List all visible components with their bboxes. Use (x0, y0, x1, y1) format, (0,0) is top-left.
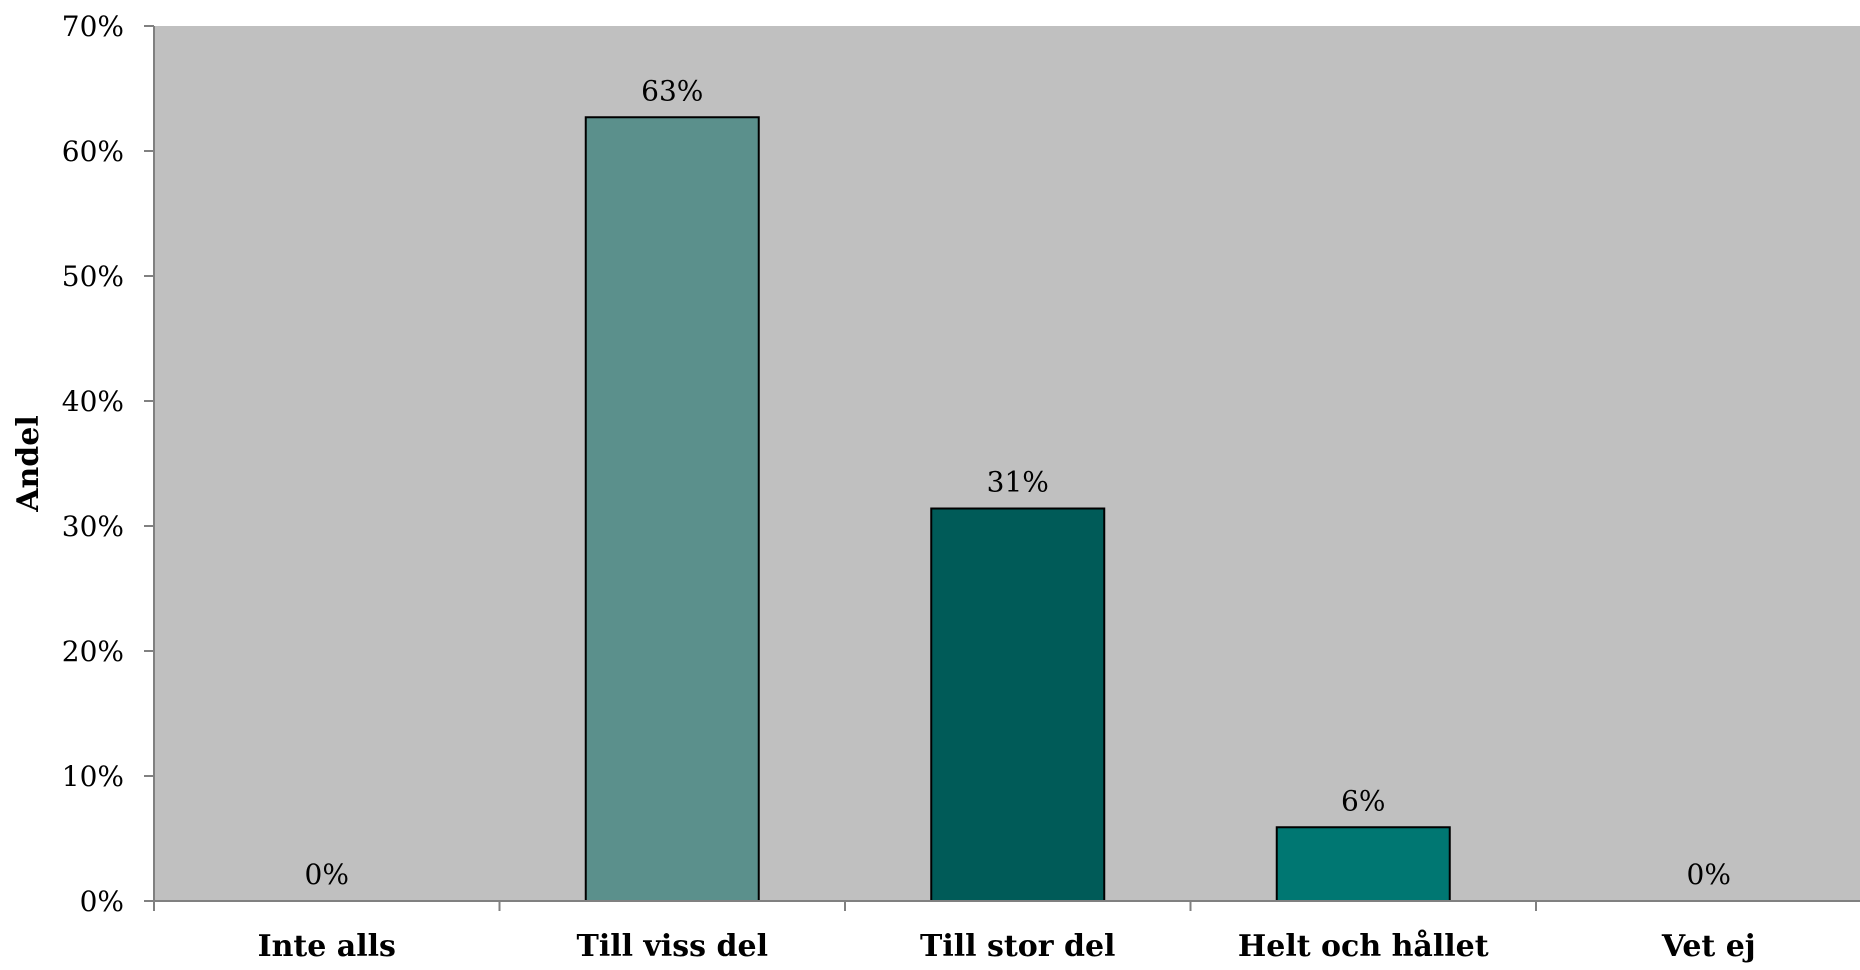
y-axis-ticks: 0% 10% 20% 30% 40% 50% 60% 70% (62, 10, 154, 918)
y-tick-label: 40% (62, 385, 124, 418)
y-axis-title: Andel (11, 415, 46, 513)
bar (584, 116, 760, 902)
bar (1275, 826, 1451, 902)
y-tick-label: 0% (80, 885, 124, 918)
x-category-label: Inte alls (258, 929, 396, 964)
y-tick-label: 60% (62, 135, 124, 168)
bars (584, 116, 1451, 902)
x-category-label: Till stor del (920, 929, 1115, 964)
y-tick-label: 70% (62, 10, 124, 43)
data-labels: 0% 63% 31% 6% 0% (305, 74, 1731, 891)
bar-data-label: 0% (1687, 858, 1731, 891)
y-tick-label: 50% (62, 260, 124, 293)
bar-data-label: 31% (987, 466, 1049, 499)
bar-data-label: 6% (1341, 784, 1385, 817)
category-labels: Inte alls Till viss del Till stor del Helt … (258, 929, 1756, 964)
bar (930, 507, 1106, 902)
y-tick-label: 20% (62, 635, 124, 668)
x-category-label: Vet ej (1661, 929, 1756, 964)
x-axis-ticks (153, 901, 1537, 911)
bar-data-label: 0% (305, 858, 349, 891)
y-tick-label: 10% (62, 760, 124, 793)
y-tick-label: 30% (62, 510, 124, 543)
bar-data-label: 63% (641, 74, 703, 107)
x-category-label: Till viss del (577, 929, 768, 964)
x-category-label: Helt och hållet (1238, 929, 1489, 964)
